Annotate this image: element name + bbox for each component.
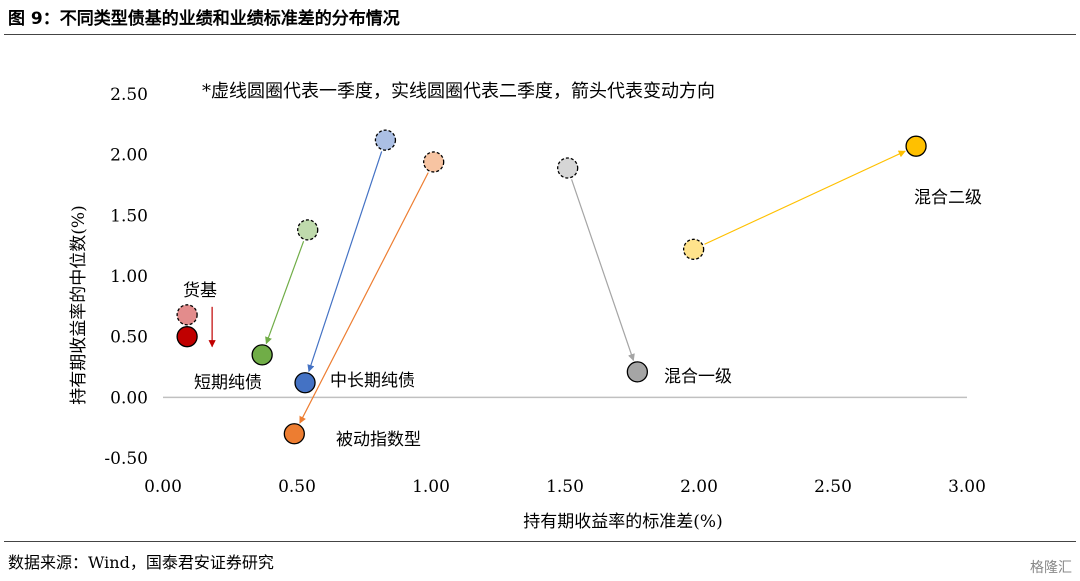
- top-divider: [4, 34, 1076, 35]
- y-tick-label: 0.50: [110, 328, 148, 348]
- q1-point: [682, 238, 705, 260]
- x-tick-label: 1.50: [546, 477, 584, 497]
- x-tick-label: 2.50: [814, 477, 852, 497]
- arrow-短期纯债: [265, 240, 305, 345]
- series-label: 短期纯债: [194, 373, 262, 393]
- x-tick-label: 3.00: [948, 477, 986, 497]
- change-arrows: [208, 150, 906, 424]
- q1-point: [297, 219, 319, 241]
- series-label: 中长期纯债: [330, 371, 415, 391]
- watermark-logo: 格隆汇: [1030, 560, 1072, 576]
- x-tick-label: 0.50: [278, 477, 316, 497]
- x-tick-label: 0.00: [144, 477, 182, 497]
- y-tick-label: 2.00: [110, 146, 148, 166]
- q2-point: [176, 326, 198, 348]
- series-label: 混合二级: [914, 188, 982, 208]
- series-label: 被动指数型: [336, 430, 421, 450]
- y-tick-label: 2.50: [110, 85, 148, 105]
- bottom-divider: [4, 541, 1076, 542]
- arrow-被动指数型: [299, 172, 429, 424]
- series-label: 混合一级: [664, 367, 732, 387]
- y-axis-ticks: 2.50 2.00 1.50 1.00 0.50 0.00 -0.50: [104, 85, 148, 469]
- source-note: 数据来源：Wind，国泰君安证券研究: [8, 553, 274, 572]
- y-tick-label: 1.00: [110, 267, 148, 287]
- q1-point: [374, 129, 397, 151]
- y-tick-label: 1.50: [110, 206, 148, 226]
- x-tick-label: 1.00: [412, 477, 450, 497]
- series-label: 货基: [183, 281, 217, 301]
- x-tick-label: 2.00: [680, 477, 718, 497]
- q1-point: [557, 157, 579, 179]
- arrow-中长期纯债: [307, 151, 383, 373]
- x-axis-label: 持有期收益率的标准差(%): [523, 512, 722, 532]
- q2-point: [251, 344, 273, 366]
- q1-point: [176, 304, 198, 326]
- y-tick-label: 0.00: [110, 388, 148, 408]
- chart-annotation: *虚线圆圈代表一季度，实线圆圈代表二季度，箭头代表变动方向: [202, 81, 715, 102]
- q1-point: [423, 151, 445, 173]
- q2-point: [905, 135, 927, 157]
- q2-point: [626, 361, 649, 383]
- y-tick-label: -0.50: [104, 449, 148, 469]
- data-points: [176, 129, 927, 445]
- x-axis-ticks: 0.00 0.50 1.00 1.50 2.00 2.50 3.00: [144, 477, 986, 497]
- arrow-混合一级: [570, 179, 635, 362]
- q2-point: [294, 372, 316, 394]
- figure-title: 图 9：不同类型债基的业绩和业绩标准差的分布情况: [8, 9, 400, 29]
- arrow-混合二级: [704, 150, 906, 245]
- y-axis-label: 持有期收益率的中位数(%): [69, 205, 89, 404]
- q2-point: [283, 423, 305, 445]
